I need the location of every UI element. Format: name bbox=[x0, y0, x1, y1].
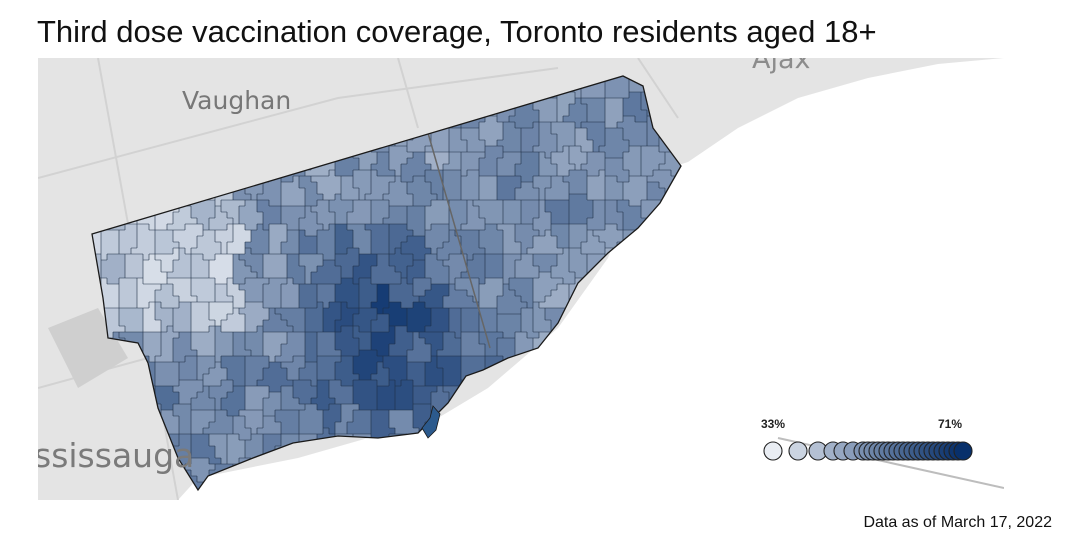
legend-bubble bbox=[788, 441, 808, 461]
place-label-ajax: Ajax bbox=[752, 58, 811, 75]
legend-max-label: 71% bbox=[938, 417, 963, 431]
legend-bubble bbox=[953, 441, 973, 461]
map-panel[interactable]: Vaughan ssissauga Ajax 33% 71% bbox=[38, 58, 1004, 500]
data-date-note: Data as of March 17, 2022 bbox=[863, 514, 1052, 531]
place-label-vaughan: Vaughan bbox=[182, 86, 292, 115]
map-title: Third dose vaccination coverage, Toronto… bbox=[37, 14, 877, 49]
toronto-choropleth-map[interactable] bbox=[38, 58, 1004, 500]
city-boundary bbox=[91, 75, 682, 492]
lake-ontario-water bbox=[178, 58, 1004, 500]
place-label-mississauga: ssissauga bbox=[38, 436, 195, 475]
toronto-islands bbox=[421, 405, 441, 439]
highway-line bbox=[427, 132, 491, 349]
coverage-legend bbox=[763, 441, 973, 461]
legend-min-label: 33% bbox=[761, 417, 786, 431]
legend-bubble bbox=[763, 441, 783, 461]
